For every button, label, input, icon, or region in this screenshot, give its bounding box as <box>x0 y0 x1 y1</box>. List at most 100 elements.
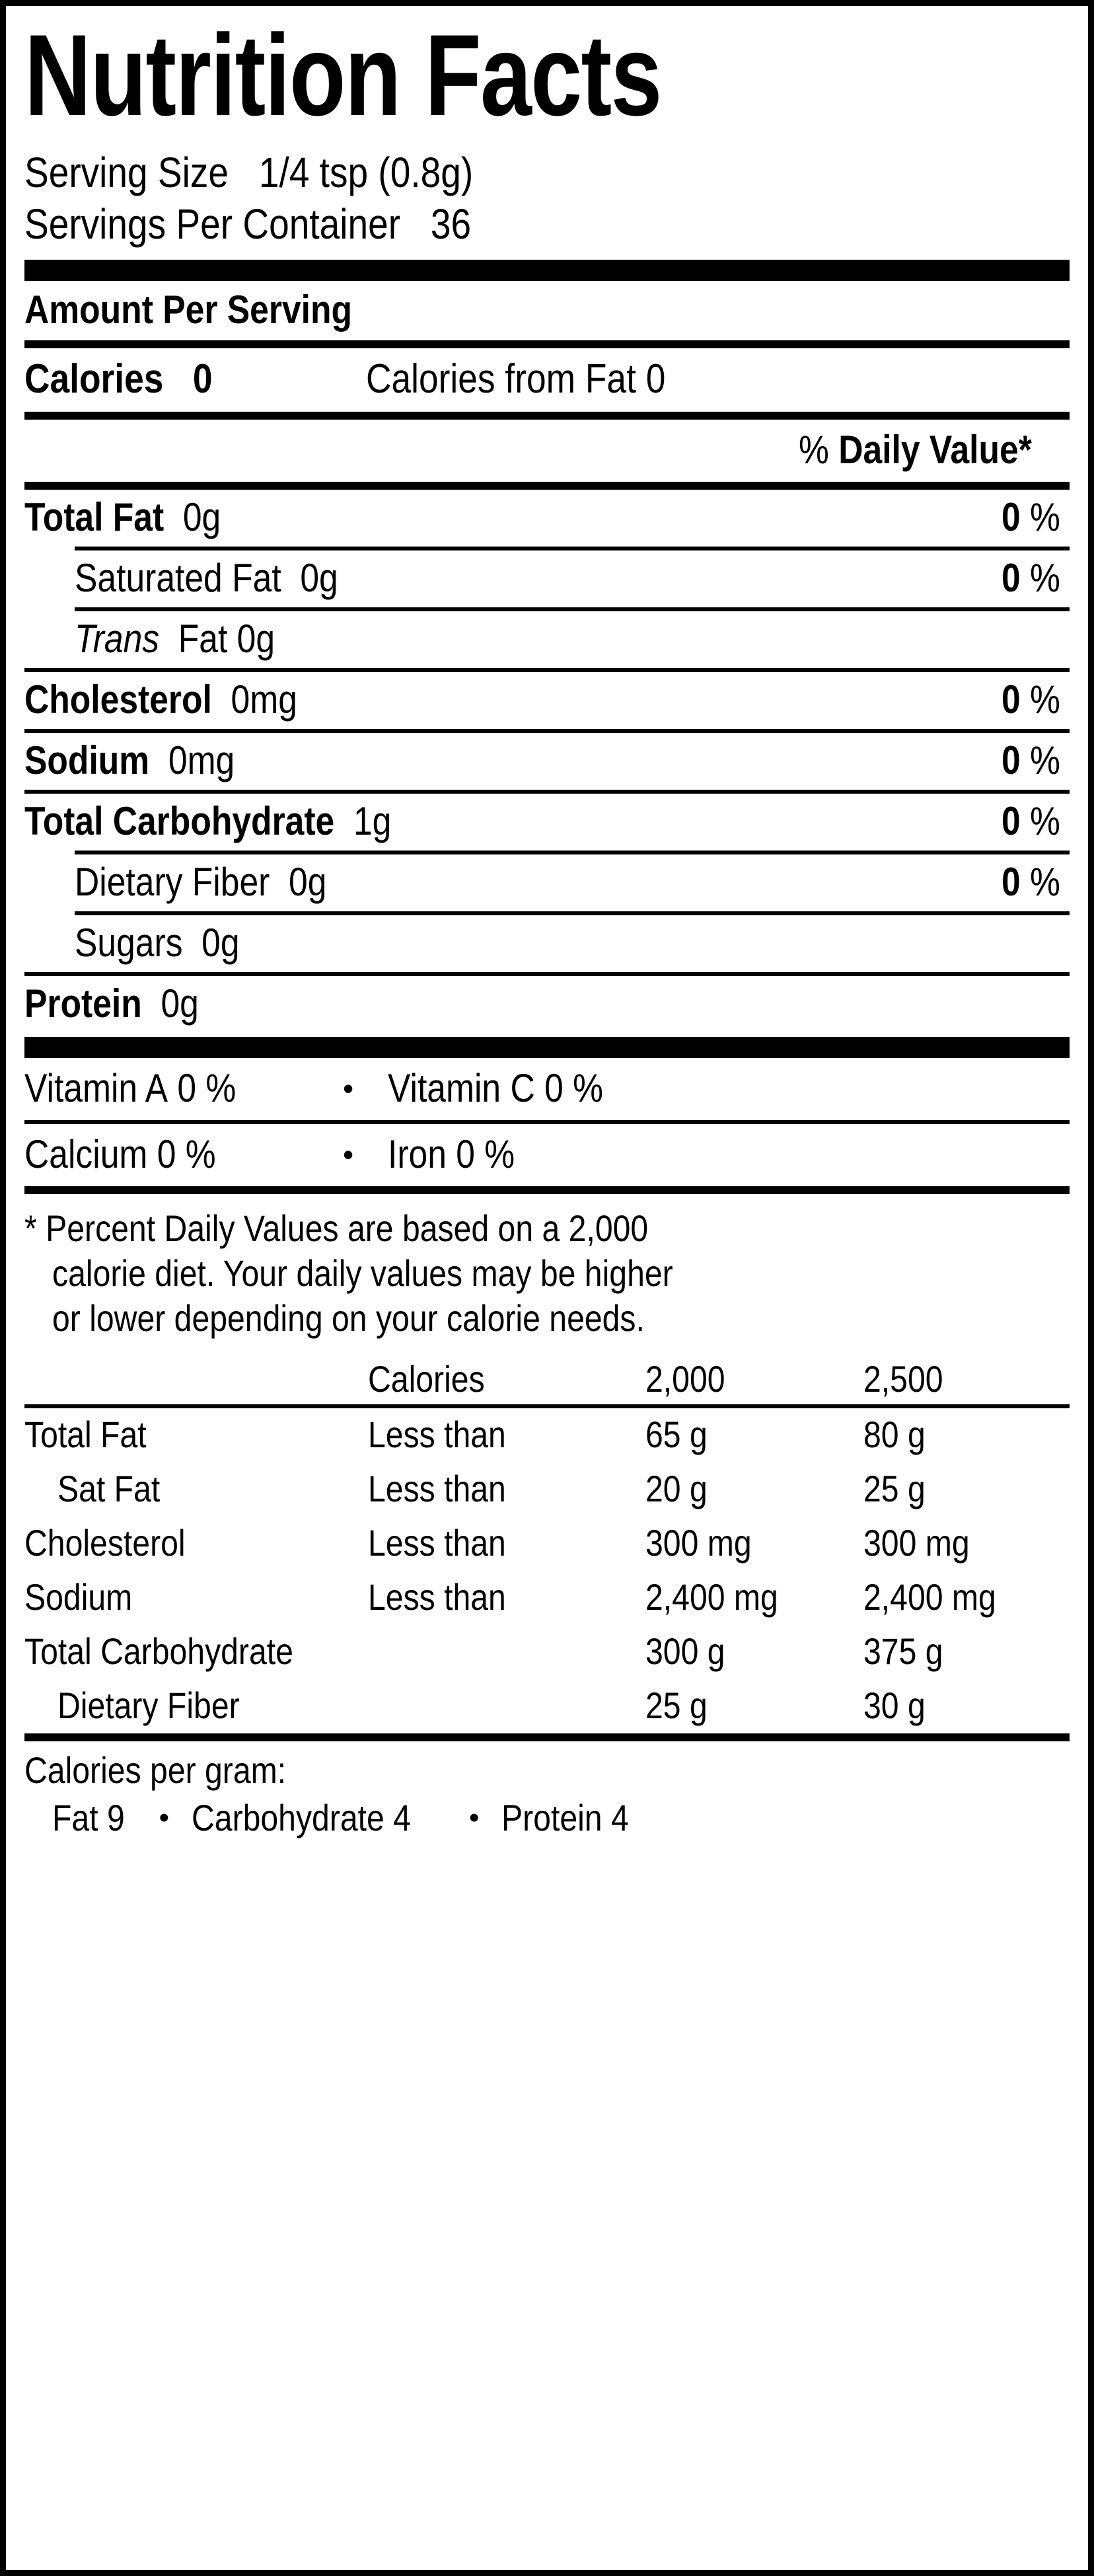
nutrient-row: Sugars 0g <box>24 915 1070 972</box>
nutrient-amount: 0g <box>182 495 221 539</box>
nutrient-row: Total Carbohydrate 1g 0 % <box>24 794 1070 851</box>
dv-table-header-cell: Calories <box>368 1358 485 1400</box>
dv-table-cell: Less than <box>368 1414 506 1455</box>
calories-row: Calories 0 Calories from Fat 0 <box>24 348 1070 412</box>
divider-thick-vitamins <box>24 1037 1070 1058</box>
dv-table-cell: 80 g <box>863 1414 926 1455</box>
nutrient-left-cell: Trans Fat 0g <box>24 619 1056 659</box>
nutrient-row-divider <box>75 851 1070 854</box>
dv-table-row: Total Carbohydrate 300 g 375 g <box>24 1625 1070 1679</box>
calories-per-gram-item: Protein 4 <box>501 1797 630 1838</box>
dv-table-cell: 30 g <box>863 1685 926 1726</box>
dv-table-cell: 25 g <box>863 1468 926 1509</box>
vitamin-right-cell: Vitamin C 0 % <box>388 1069 638 1108</box>
servings-per-container-label: Servings Per Container <box>24 200 401 248</box>
nutrient-name: Sodium <box>24 738 150 782</box>
nutrient-row: Trans Fat 0g <box>24 611 1070 668</box>
daily-value-header-row: % Daily Value* <box>24 420 1070 482</box>
nutrient-amount: Fat 0g <box>178 617 275 661</box>
nutrient-dv-cell: 0 % <box>988 741 1070 780</box>
divider-thick-top <box>24 260 1070 281</box>
nutrient-row-divider <box>24 972 1070 976</box>
dv-table-cell: 2,400 mg <box>863 1576 996 1618</box>
page-title-text: Nutrition Facts <box>24 11 662 140</box>
nutrient-rows-container: Total Fat 0g 0 % Saturated Fat 0g 0 % Trans … <box>24 490 1070 1033</box>
calories-cell: Calories 0 <box>24 359 243 400</box>
dv-table-header-divider <box>24 1404 1070 1408</box>
nutrient-dv-value: 0 <box>1001 860 1021 904</box>
footnote-line-2: calorie diet. Your daily values may be h… <box>52 1252 673 1294</box>
nutrient-name: Saturated Fat <box>75 556 281 600</box>
nutrient-row-divider <box>24 729 1070 733</box>
nutrient-dv-cell: 0 % <box>988 558 1070 598</box>
vitamin-left-unit: % <box>205 1066 237 1110</box>
daily-value-header-text: Daily Value* <box>838 428 1032 472</box>
vitamin-right-value: 0 <box>456 1132 475 1176</box>
nutrient-row: Cholesterol 0mg 0 % <box>24 672 1070 729</box>
nutrient-amount: 0mg <box>231 677 297 722</box>
bullet-icon: • <box>342 1137 354 1172</box>
servings-per-container-row: Servings Per Container 36 <box>24 199 1070 250</box>
dv-table-header-row: Calories 2,000 2,500 <box>24 1353 1070 1404</box>
dv-table-cell: 25 g <box>645 1685 708 1726</box>
dv-table-row: Sat Fat Less than 20 g 25 g <box>24 1462 1070 1517</box>
divider-below-calories <box>24 412 1070 420</box>
dv-table-row: Cholesterol Less than 300 mg 300 mg <box>24 1517 1070 1571</box>
nutrient-amount: 0mg <box>168 738 235 782</box>
calories-value: 0 <box>192 356 213 402</box>
serving-size-row: Serving Size 1/4 tsp (0.8g) <box>24 147 1070 199</box>
dv-table-cell <box>368 1679 645 1733</box>
nutrient-dv-cell: 0 % <box>988 498 1070 537</box>
dv-table-cell: Total Fat <box>24 1414 147 1455</box>
calories-per-gram-row: Fat 9 • Carbohydrate 4 • Protein 4 <box>24 1794 1070 1843</box>
nutrient-left-cell: Cholesterol 0mg <box>24 680 988 720</box>
nutrient-dv-value: 0 <box>1001 677 1021 722</box>
calories-from-fat-label: Calories from Fat <box>365 356 636 402</box>
nutrient-row-divider <box>75 547 1070 550</box>
nutrient-row: Protein 0g <box>24 976 1070 1033</box>
nutrient-dv-unit: % <box>1020 556 1060 600</box>
calories-from-fat-cell: Calories from Fat 0 <box>366 359 714 400</box>
dv-table-row: Total Fat Less than 65 g 80 g <box>24 1408 1070 1462</box>
daily-value-percent-sign: % <box>798 428 829 472</box>
nutrient-row: Total Fat 0g 0 % <box>24 490 1070 547</box>
nutrient-name: Cholesterol <box>24 677 212 722</box>
nutrient-amount: 0g <box>289 860 327 904</box>
vitamin-right-name: Iron <box>388 1132 447 1176</box>
footnote-line-1: * Percent Daily Values are based on a 2,… <box>24 1207 649 1249</box>
dv-table-cell: Sodium <box>24 1576 133 1618</box>
nutrient-dv-unit: % <box>1020 799 1060 843</box>
nutrient-dv-cell: 0 % <box>988 862 1070 902</box>
daily-values-reference-table: Calories 2,000 2,500 Total Fat Less than 65 g… <box>24 1353 1070 1733</box>
nutrient-name: Protein <box>24 981 142 1026</box>
vitamin-right-name: Vitamin C <box>388 1066 535 1110</box>
vitamin-row: Vitamin A 0 % • Vitamin C 0 % <box>24 1058 1070 1120</box>
nutrient-name: Sugars <box>75 921 183 965</box>
nutrient-left-cell: Saturated Fat 0g <box>24 558 988 598</box>
nutrient-row-divider <box>75 607 1070 611</box>
vitamin-rows-container: Vitamin A 0 % • Vitamin C 0 % Calcium 0 % • I… <box>24 1058 1070 1186</box>
nutrient-left-cell: Sodium 0mg <box>24 741 988 780</box>
vitamin-left-cell: Calcium 0 % <box>24 1135 309 1174</box>
nutrient-dv-value: 0 <box>1001 738 1021 782</box>
vitamin-row-divider <box>24 1120 1070 1124</box>
dv-table-cell: 20 g <box>645 1468 708 1509</box>
amount-per-serving-row: Amount Per Serving <box>24 281 1070 340</box>
dv-table-cell: Less than <box>368 1576 506 1618</box>
nutrient-left-cell: Total Carbohydrate 1g <box>24 802 988 841</box>
dv-table-cell <box>368 1625 645 1679</box>
nutrient-dv-unit: % <box>1020 495 1060 539</box>
dv-table-cell: Less than <box>368 1522 506 1564</box>
calories-label: Calories <box>24 356 164 402</box>
divider-above-footnote <box>24 1186 1070 1194</box>
nutrient-dv-unit: % <box>1020 860 1060 904</box>
nutrient-row: Dietary Fiber 0g 0 % <box>24 854 1070 911</box>
nutrient-left-cell: Protein 0g <box>24 984 1056 1024</box>
vitamin-left-name: Calcium <box>24 1132 148 1176</box>
bullet-icon: • <box>342 1071 354 1106</box>
vitamin-left-cell: Vitamin A 0 % <box>24 1069 309 1108</box>
dv-table-cell: Less than <box>368 1468 506 1509</box>
nutrient-dv-unit: % <box>1020 677 1060 722</box>
dv-table-cell: 65 g <box>645 1414 708 1455</box>
